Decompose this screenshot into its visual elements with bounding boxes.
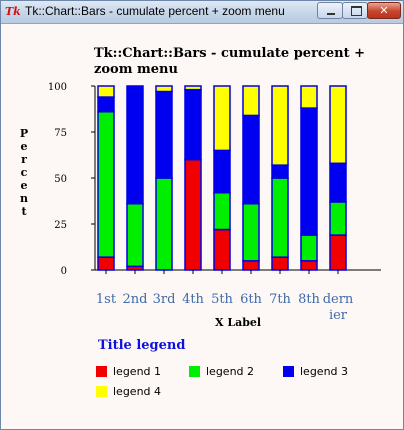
- bar-segment: [214, 86, 230, 150]
- bar-segment: [156, 178, 172, 270]
- bar-segment: [98, 257, 114, 270]
- bar-segment: [272, 257, 288, 270]
- x-tick-label: 1st: [96, 292, 117, 307]
- bar-segment: [98, 97, 114, 112]
- bar-segment: [301, 261, 317, 270]
- legend-label: legend 2: [206, 365, 254, 378]
- bar-segment: [243, 86, 259, 115]
- bar-segment: [214, 150, 230, 192]
- window-title: Tk::Chart::Bars - cumulate percent + zoo…: [25, 4, 285, 18]
- bar-segment: [214, 193, 230, 230]
- bar-segment: [301, 235, 317, 261]
- x-tick-label: dern ier: [323, 292, 354, 323]
- maximize-icon: [351, 6, 362, 16]
- bar-segment: [243, 115, 259, 203]
- x-tick-label: 5th: [211, 292, 233, 307]
- bar-segment: [272, 86, 288, 165]
- bar-segment: [243, 261, 259, 270]
- bar-segment: [98, 86, 114, 97]
- bar-segment: [156, 86, 172, 92]
- legend-swatch: [96, 386, 107, 397]
- bar-segment: [272, 178, 288, 257]
- legend-label: legend 3: [300, 365, 348, 378]
- bar-segment: [127, 86, 143, 204]
- bar-segment: [272, 165, 288, 178]
- bar-segment: [301, 86, 317, 108]
- y-tick-label: 25: [54, 220, 67, 231]
- bar-segment: [98, 112, 114, 257]
- bar-segment: [185, 160, 201, 270]
- x-tick-label: 8th: [298, 292, 320, 307]
- y-tick-label: 0: [61, 266, 67, 277]
- legend-swatch: [283, 366, 294, 377]
- legend-swatch: [189, 366, 200, 377]
- x-tick-label: 7th: [269, 292, 291, 307]
- legend-swatch: [96, 366, 107, 377]
- bar-segment: [330, 202, 346, 235]
- y-tick-label: 75: [54, 128, 67, 139]
- bar-segment: [185, 90, 201, 160]
- maximize-button[interactable]: [342, 2, 368, 19]
- legend-label: legend 1: [113, 365, 161, 378]
- title-bar[interactable]: Tk Tk::Chart::Bars - cumulate percent + …: [1, 1, 403, 24]
- bar-segment: [330, 163, 346, 202]
- close-button[interactable]: ✕: [367, 2, 401, 19]
- y-tick-label: 100: [48, 82, 67, 93]
- bar-segment: [214, 230, 230, 270]
- bar-segment: [243, 204, 259, 261]
- x-tick-label: 6th: [240, 292, 262, 307]
- legend-label: legend 4: [113, 385, 161, 398]
- bar-segment: [185, 86, 201, 90]
- close-icon: ✕: [368, 3, 400, 18]
- minimize-icon: [327, 13, 335, 15]
- chart-canvas[interactable]: Tk::Chart::Bars - cumulate percent + zoo…: [1, 24, 403, 429]
- y-tick-label: 50: [54, 174, 67, 185]
- bar-segment: [330, 235, 346, 270]
- x-tick-label: 3rd: [153, 292, 176, 307]
- bar-segment: [156, 92, 172, 178]
- tk-app-icon: Tk: [5, 5, 21, 18]
- x-tick-label: 2nd: [123, 292, 148, 307]
- x-tick-label: 4th: [182, 292, 204, 307]
- bar-segment: [301, 108, 317, 235]
- bar-segment: [127, 204, 143, 267]
- minimize-button[interactable]: [317, 2, 343, 19]
- bar-segment: [330, 86, 346, 163]
